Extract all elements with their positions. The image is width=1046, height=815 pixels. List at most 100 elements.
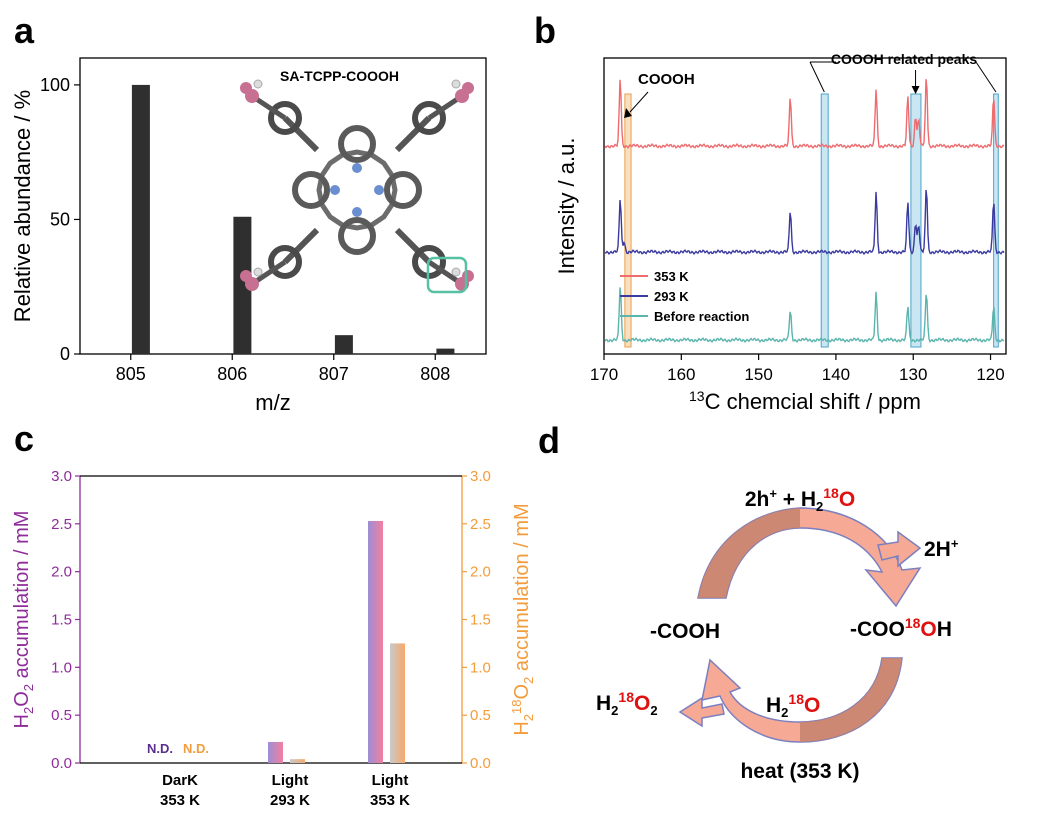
bottom-cycle-arrow-shade	[800, 658, 902, 742]
y-right-tick-label: 2.5	[470, 516, 491, 533]
bar-h2o2	[368, 520, 383, 763]
molecule-structure-image	[240, 79, 474, 294]
molecule-phenyl	[412, 101, 446, 135]
x-tick-label: 806	[217, 364, 247, 384]
molecule-nitrogen	[374, 185, 384, 195]
x-tick-label: 170	[590, 365, 618, 384]
release-h-arrow	[877, 530, 922, 568]
release-h2o2-arrow	[678, 696, 725, 728]
x-tick-label: 293 K	[270, 792, 310, 809]
highlight-region	[820, 93, 829, 348]
y-axis-label: Relative abundance / %	[10, 90, 35, 322]
molecule-core-ring	[316, 149, 398, 231]
panel-d-cycle-scheme: 2h+ + H218O 2H+ -COO18OH -COOH H218O2 H218O he…	[596, 485, 959, 783]
cycle-arrows	[678, 507, 922, 743]
y-left-axis-label: H2O2 accumulation / mM	[11, 511, 36, 729]
panel-letter-d: d	[538, 420, 560, 461]
panel-a-mass-spectrum: 805 806 807 808 0 50 100 m/z Relative abundance …	[10, 57, 487, 415]
bar	[334, 335, 353, 354]
highlight-region	[624, 93, 632, 348]
highlight-region	[910, 93, 922, 348]
panel-letter-c: c	[14, 418, 35, 459]
y-right-tick-label: 1.5	[470, 612, 491, 629]
y-left-tick-label: 2.0	[51, 564, 72, 581]
annotation-cooooh: COOOH	[638, 71, 695, 88]
x-tick-label: 160	[667, 365, 695, 384]
molecule-pyrrole	[292, 171, 330, 209]
nd-label-h2o2: N.D.	[147, 741, 173, 756]
molecule-phenyl	[268, 245, 302, 279]
panel-a-plot-area: 805 806 807 808 0 50 100 m/z Relative abundance …	[10, 57, 487, 415]
molecule-nitrogen	[352, 207, 362, 217]
y-left-tick-label: 1.0	[51, 659, 72, 676]
x-axis-label: 13C chemcial shift / ppm	[689, 388, 921, 414]
molecule-pyrrole	[338, 125, 376, 163]
y-left-tick-label: 1.5	[51, 612, 72, 629]
label-heat: heat (353 K)	[740, 760, 859, 783]
annotation-cooooh-peaks: COOOH related peaks	[831, 51, 977, 67]
molecule-oxygen	[240, 82, 252, 94]
bar-h218o2	[390, 643, 405, 763]
panel-c-h2o2-bar-chart: 0.0 0.0 0.5 0.5 1.0 1.0 1.5 1.5 2.0 2.0 2.5 2.5 3.0 3…	[11, 468, 536, 809]
annotation-arrowhead	[624, 108, 632, 118]
x-tick-label: 130	[899, 365, 927, 384]
x-tick-label: 353 K	[160, 792, 200, 809]
molecule-hydrogen	[253, 79, 263, 89]
label-reactants: 2h+ + H218O	[745, 485, 855, 514]
x-tick-label: 807	[319, 364, 349, 384]
label-peroxy-acid: -COO18OH	[850, 615, 952, 641]
y-tick-label: 50	[50, 209, 70, 229]
x-tick-label: 353 K	[370, 792, 410, 809]
y-tick-label: 100	[40, 75, 70, 95]
panel-letter-b: b	[534, 10, 556, 51]
x-tick-label: 150	[744, 365, 772, 384]
x-tick-label: Light	[272, 772, 309, 789]
x-axis-label: m/z	[255, 390, 290, 415]
label-h218o2: H218O2	[596, 689, 658, 718]
bar	[131, 84, 150, 354]
bar	[436, 348, 455, 354]
inset-molecule-label: SA-TCPP-COOOH	[280, 68, 399, 84]
nd-label-h218o2: N.D.	[183, 741, 209, 756]
y-right-tick-label: 0.5	[470, 707, 491, 724]
x-tick-label: DarK	[162, 772, 198, 789]
x-tick-label: 120	[976, 365, 1004, 384]
molecule-bond	[282, 227, 320, 265]
label-2h-plus: 2H+	[924, 536, 959, 561]
highlight-region	[993, 93, 999, 348]
molecule-oxygen	[462, 82, 474, 94]
molecule-nitrogen	[330, 185, 340, 195]
label-h218o: H218O	[766, 691, 820, 720]
cycle-labels: 2h+ + H218O 2H+ -COO18OH -COOH H218O2 H218O he…	[596, 485, 959, 783]
x-tick-label: Light	[372, 772, 409, 789]
plot-frame	[603, 57, 1007, 355]
panel-b-plot-area: 170 160 150 140 130 120 13C chemcial shift / p…	[554, 51, 1007, 414]
legend-label: 353 K	[654, 269, 689, 284]
molecule-hydrogen	[451, 267, 461, 277]
molecule-bond	[282, 115, 320, 153]
y-left-tick-label: 0.0	[51, 755, 72, 772]
molecule-phenyl	[268, 101, 302, 135]
x-tick-label: 805	[116, 364, 146, 384]
bar	[233, 216, 252, 354]
y-right-tick-label: 3.0	[470, 468, 491, 485]
x-tick-label: 140	[822, 365, 850, 384]
bar-h2o2	[268, 741, 283, 763]
y-left-tick-label: 3.0	[51, 468, 72, 485]
y-tick-label: 0	[60, 344, 70, 364]
y-axis-label: Intensity / a.u.	[554, 138, 579, 275]
y-left-tick-label: 0.5	[51, 707, 72, 724]
molecule-pyrrole	[384, 171, 422, 209]
legend-label: 293 K	[654, 289, 689, 304]
panel-b-nmr-spectrum: 170 160 150 140 130 120 13C chemcial shift / p…	[554, 51, 1007, 414]
y-right-axis-label: H218O2 accumulation / mM	[509, 503, 536, 735]
legend-label: Before reaction	[654, 309, 749, 324]
top-cycle-arrow-shade	[698, 508, 800, 598]
spectrum-line	[604, 189, 1005, 256]
panel-c-plot-area: 0.0 0.0 0.5 0.5 1.0 1.0 1.5 1.5 2.0 2.0 2.5 2.5 3.0 3…	[11, 468, 536, 809]
annotation-arrowhead	[911, 86, 920, 94]
y-right-tick-label: 0.0	[470, 755, 491, 772]
molecule-bond	[394, 227, 432, 265]
molecule-oxygen	[240, 270, 252, 282]
molecule-hydrogen	[253, 267, 263, 277]
